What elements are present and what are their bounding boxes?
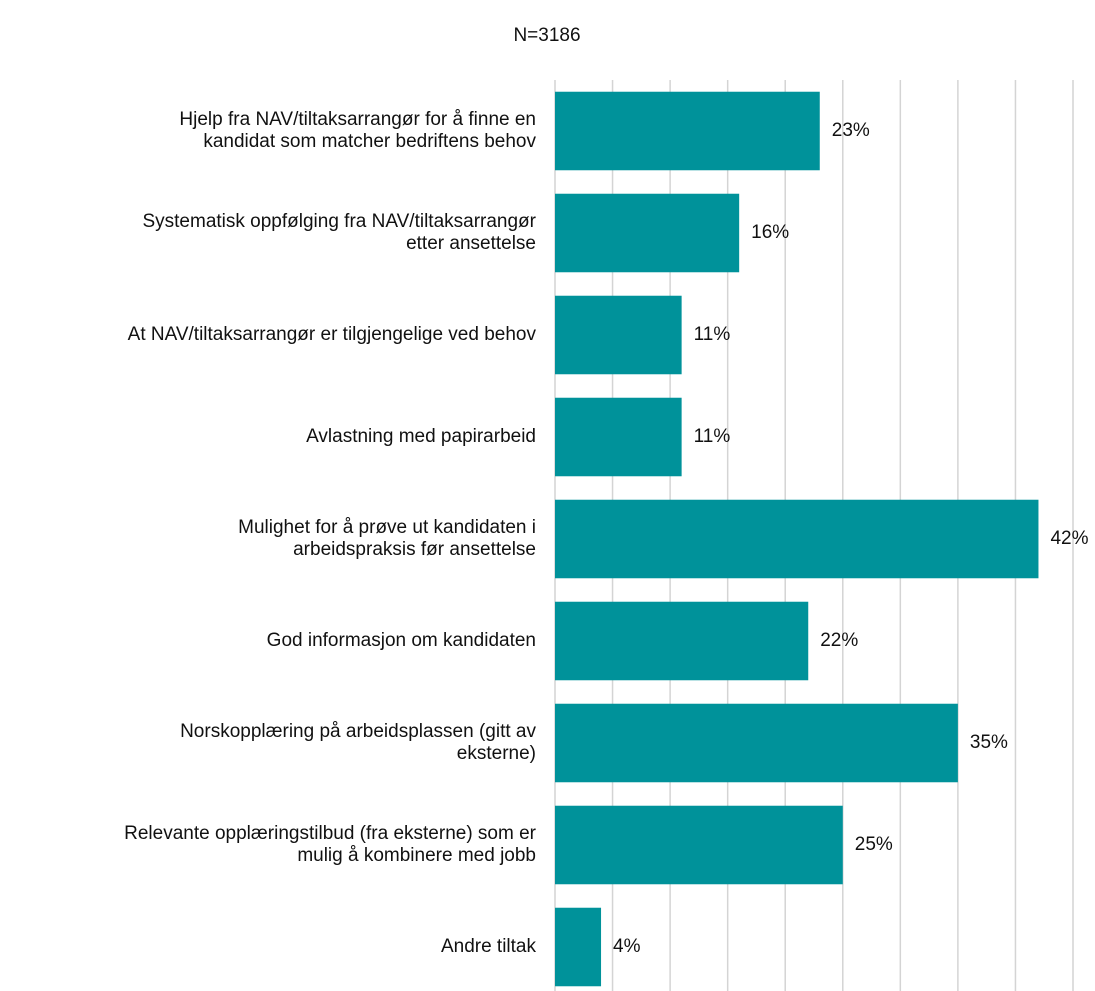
value-label: 4% [613, 936, 641, 957]
y-tick-label: Hjelp fra NAV/tiltaksarrangør for å finn… [179, 109, 536, 152]
chart-title: N=3186 [513, 25, 580, 46]
bar [555, 91, 820, 171]
value-label: 23% [832, 120, 870, 141]
y-tick-label: Relevante opplæringstilbud (fra eksterne… [124, 823, 537, 866]
y-tick-label: Andre tiltak [441, 936, 537, 957]
value-label: 42% [1050, 528, 1088, 549]
bar [555, 397, 682, 477]
value-label: 22% [820, 630, 858, 651]
value-label: 11% [694, 324, 731, 345]
value-label: 35% [970, 732, 1008, 753]
bar [555, 499, 1039, 579]
value-label: 25% [855, 834, 893, 855]
bar [555, 907, 602, 987]
value-label: 11% [694, 426, 731, 447]
bar [555, 601, 809, 681]
bar [555, 805, 843, 885]
y-tick-label: Mulighet for å prøve ut kandidaten i arbe… [238, 517, 536, 560]
bar [555, 703, 958, 783]
y-tick-label: At NAV/tiltaksarrangør er tilgjengelige … [128, 324, 537, 345]
value-label: 16% [751, 222, 789, 243]
y-tick-label: Norskopplæring på arbeidsplassen (gitt a… [180, 721, 536, 764]
bar [555, 295, 682, 375]
y-tick-label: God informasjon om kandidaten [267, 630, 536, 651]
y-tick-label: Avlastning med papirarbeid [306, 426, 536, 447]
bar [555, 193, 740, 273]
y-tick-label: Systematisk oppfølging fra NAV/tiltaksar… [142, 211, 536, 254]
